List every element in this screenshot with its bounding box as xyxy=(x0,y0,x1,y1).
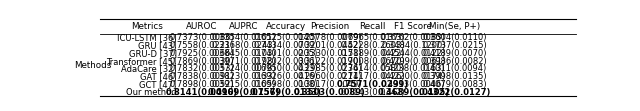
Text: 0.3354(0.0101): 0.3354(0.0101) xyxy=(211,33,276,42)
Text: 0.7832(0.0053): 0.7832(0.0053) xyxy=(169,64,234,73)
Text: 0.7869(0.0030): 0.7869(0.0030) xyxy=(169,57,234,66)
Text: 0.3503(0.0089): 0.3503(0.0089) xyxy=(294,88,365,97)
Text: F1 Score: F1 Score xyxy=(394,22,432,31)
Text: 0.7202(0.0306): 0.7202(0.0306) xyxy=(253,57,318,66)
Text: 0.4544(0.0122): 0.4544(0.0122) xyxy=(381,49,445,58)
Text: 0.3971(0.0198): 0.3971(0.0198) xyxy=(211,57,276,66)
Text: 0.3823(0.0133): 0.3823(0.0133) xyxy=(211,72,276,81)
Text: 0.6926(0.0416): 0.6926(0.0416) xyxy=(253,72,318,81)
Text: 0.3017(0.0049): 0.3017(0.0049) xyxy=(297,80,362,89)
Text: 0.7571(0.0299): 0.7571(0.0299) xyxy=(337,80,409,89)
Text: 0.6950(0.0433): 0.6950(0.0433) xyxy=(253,64,318,73)
Text: 0.3330(0.0158): 0.3330(0.0158) xyxy=(297,49,362,58)
Text: Metrics: Metrics xyxy=(131,22,163,31)
Text: 0.4109(0.0156): 0.4109(0.0156) xyxy=(207,88,280,97)
Text: Min(Se, P+): Min(Se, P+) xyxy=(429,22,481,31)
Text: 0.4299(0.0061): 0.4299(0.0061) xyxy=(381,57,445,66)
Text: 0.3484(0.1200): 0.3484(0.1200) xyxy=(381,41,445,50)
Text: 0.7838(0.0091): 0.7838(0.0091) xyxy=(169,72,234,81)
Text: 0.3915(0.0105): 0.3915(0.0105) xyxy=(211,80,276,89)
Text: 0.5228(0.2603): 0.5228(0.2603) xyxy=(340,41,405,50)
Text: 0.6525(0.0140): 0.6525(0.0140) xyxy=(253,33,318,42)
Text: 0.3724(0.0078): 0.3724(0.0078) xyxy=(211,64,276,73)
Text: Recall: Recall xyxy=(360,22,386,31)
Text: 0.4079(0.0083): 0.4079(0.0083) xyxy=(422,80,487,89)
Text: 0.7414(0.0580): 0.7414(0.0580) xyxy=(340,64,405,73)
Text: 0.4189(0.0070): 0.4189(0.0070) xyxy=(423,49,487,58)
Text: AUROC: AUROC xyxy=(186,22,217,31)
Text: 0.3845(0.0103): 0.3845(0.0103) xyxy=(211,49,276,58)
Text: GCT [47]: GCT [47] xyxy=(140,80,177,89)
Text: GRU [43]: GRU [43] xyxy=(138,41,177,50)
Text: 0.7189(0.0422): 0.7189(0.0422) xyxy=(340,49,405,58)
Text: 0.3604(0.0110): 0.3604(0.0110) xyxy=(423,33,487,42)
Text: Accuracy: Accuracy xyxy=(266,22,306,31)
Text: 0.4689(0.0105): 0.4689(0.0105) xyxy=(377,88,449,97)
Text: 0.4238(0.0163): 0.4238(0.0163) xyxy=(381,64,445,73)
Text: Precision: Precision xyxy=(310,22,349,31)
Text: AUPRC: AUPRC xyxy=(229,22,259,31)
Text: 0.4011(0.0094): 0.4011(0.0094) xyxy=(423,64,487,73)
Text: 0.4220(0.0174): 0.4220(0.0174) xyxy=(381,72,445,81)
Text: 0.7898(0.0052): 0.7898(0.0052) xyxy=(169,80,234,89)
Text: 0.3368(0.0243): 0.3368(0.0243) xyxy=(211,41,276,50)
Text: 0.7143(0.0342): 0.7143(0.0342) xyxy=(340,88,405,97)
Text: 0.3762(0.0083): 0.3762(0.0083) xyxy=(381,33,445,42)
Text: 0.2960(0.0211): 0.2960(0.0211) xyxy=(298,72,362,81)
Text: 0.2985(0.0236): 0.2985(0.0236) xyxy=(297,64,362,73)
Text: 0.3998(0.0135): 0.3998(0.0135) xyxy=(422,72,487,81)
Text: 0.6998(0.0108): 0.6998(0.0108) xyxy=(253,80,318,89)
Text: 0.4322(0.0127): 0.4322(0.0127) xyxy=(419,88,491,97)
Text: 0.7434(0.0709): 0.7434(0.0709) xyxy=(253,41,318,50)
Text: 0.7579(0.0133): 0.7579(0.0133) xyxy=(250,88,322,97)
Text: Methods: Methods xyxy=(74,61,111,70)
Text: AdaCare [32]: AdaCare [32] xyxy=(121,64,177,73)
Text: 0.8141(0.0096): 0.8141(0.0096) xyxy=(165,88,237,97)
Text: ICU-LSTM [36]: ICU-LSTM [36] xyxy=(117,33,177,42)
Text: 0.3737(0.0215): 0.3737(0.0215) xyxy=(422,41,487,50)
Text: 0.7373(0.0086): 0.7373(0.0086) xyxy=(169,33,234,42)
Text: 0.7401(0.0205): 0.7401(0.0205) xyxy=(253,49,318,58)
Text: 0.3201(0.0442): 0.3201(0.0442) xyxy=(298,41,362,50)
Text: 0.7558(0.0221): 0.7558(0.0221) xyxy=(169,41,234,50)
Text: 0.2578(0.0079): 0.2578(0.0079) xyxy=(297,33,362,42)
Text: 0.4313(0.0046): 0.4313(0.0046) xyxy=(381,80,445,89)
Text: GAT [46]: GAT [46] xyxy=(140,72,177,81)
Text: 0.3122(0.0190): 0.3122(0.0190) xyxy=(298,57,362,66)
Text: 0.6965(0.0163): 0.6965(0.0163) xyxy=(340,33,405,42)
Text: 0.7417(0.0426): 0.7417(0.0426) xyxy=(340,72,405,81)
Text: 0.7008(0.0670): 0.7008(0.0670) xyxy=(340,57,405,66)
Text: Transformer [45]: Transformer [45] xyxy=(106,57,177,66)
Text: GRU-D [37]: GRU-D [37] xyxy=(129,49,177,58)
Text: 0.3986(0.0082): 0.3986(0.0082) xyxy=(422,57,487,66)
Text: 0.7925(0.0066): 0.7925(0.0066) xyxy=(169,49,234,58)
Text: Our method: Our method xyxy=(126,88,177,97)
